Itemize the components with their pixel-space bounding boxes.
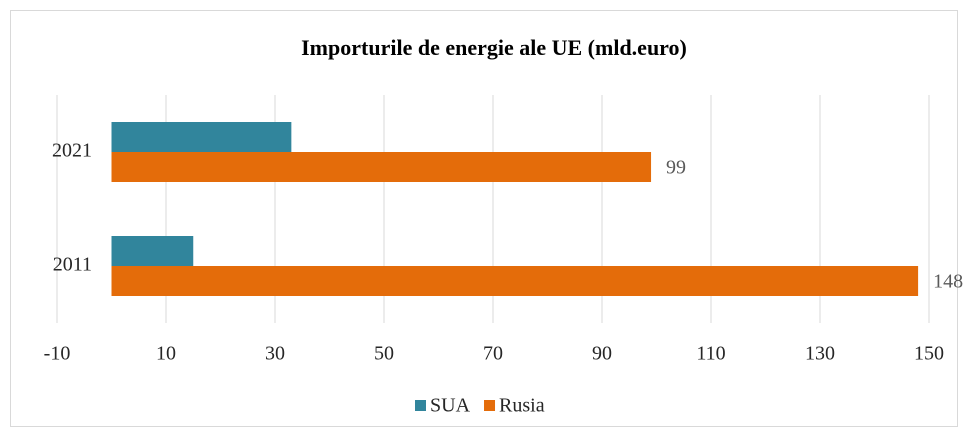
- x-tick-label: 150: [914, 343, 944, 365]
- x-tick-label: 90: [592, 343, 612, 365]
- bar: [111, 266, 919, 296]
- chart-title: Importurile de energie ale UE (mld.euro): [301, 35, 687, 60]
- data-label: 148: [933, 271, 963, 293]
- legend-label: Rusia: [499, 395, 545, 417]
- x-tick-label: 30: [265, 343, 285, 365]
- legend-swatch: [484, 400, 496, 411]
- x-tick-label: -10: [44, 343, 71, 365]
- x-tick-label: 130: [805, 343, 835, 365]
- chart-border: [10, 10, 958, 427]
- legend-swatch: [415, 400, 426, 411]
- x-tick-label: 50: [374, 343, 394, 365]
- bar: [111, 236, 194, 266]
- data-label: 99: [666, 157, 686, 179]
- bar: [111, 152, 652, 182]
- x-tick-label: 10: [156, 343, 176, 365]
- bar: [111, 122, 292, 152]
- legend-label: SUA: [430, 395, 471, 417]
- x-tick-label: 70: [483, 343, 503, 365]
- x-tick-label: 110: [696, 343, 725, 365]
- y-tick-label: 2011: [53, 254, 92, 276]
- y-tick-label: 2021: [52, 140, 92, 162]
